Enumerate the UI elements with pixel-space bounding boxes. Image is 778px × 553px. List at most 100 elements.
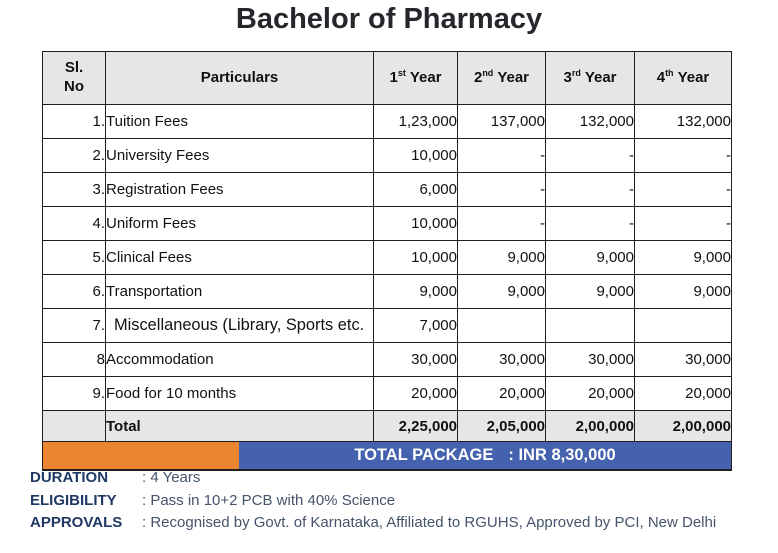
info-row-eligibility: ELIGIBILITY : Pass in 10+2 PCB with 40% S…	[30, 490, 716, 513]
eligibility-label: ELIGIBILITY	[30, 491, 117, 509]
table-row: 8 Accommodation 30,000 30,000 30,000 30,…	[42, 342, 732, 377]
col-header-year3: 3rd Year	[545, 51, 635, 105]
year2-cell: -	[457, 206, 546, 241]
slno-cell: 1.	[42, 104, 106, 139]
year1-cell: 20,000	[373, 376, 458, 411]
info-row-approvals: APPROVALS : Recognised by Govt. of Karnat…	[30, 512, 716, 535]
year1-cell: 10,000	[373, 138, 458, 173]
approvals-label: APPROVALS	[30, 514, 123, 532]
slno-cell: 9.	[42, 376, 106, 411]
slno-cell: 4.	[42, 206, 106, 241]
col-header-year2: 2nd Year	[457, 51, 546, 105]
year3-cell: 9,000	[545, 240, 635, 275]
year1-cell: 6,000	[373, 172, 458, 207]
year2-cell: -	[457, 172, 546, 207]
particulars-cell: Miscellaneous (Library, Sports etc.	[105, 308, 374, 343]
table-row: 4. Uniform Fees 10,000 - - -	[42, 206, 732, 241]
page-title: Bachelor of Pharmacy	[235, 3, 543, 35]
year2-cell: 137,000	[457, 104, 546, 139]
package-banner: TOTAL PACKAGE : INR 8,30,000	[239, 442, 731, 469]
total-package-row: TOTAL PACKAGE : INR 8,30,000	[42, 441, 732, 471]
total-year2-cell: 2,05,000	[457, 410, 546, 442]
year4-cell: -	[634, 138, 732, 173]
year1-cell: 1,23,000	[373, 104, 458, 139]
year2-number: 2	[473, 69, 483, 87]
total-year3-cell: 2,00,000	[545, 410, 635, 442]
year3-number: 3	[563, 69, 572, 87]
course-info: DURATION : 4 Years ELIGIBILITY : Pass in 1…	[30, 467, 716, 535]
year1-word: Year	[409, 69, 442, 87]
year2-cell: -	[457, 138, 546, 173]
year1-cell: 9,000	[373, 274, 458, 309]
year1-cell: 10,000	[373, 206, 458, 241]
package-label: TOTAL PACKAGE	[354, 446, 494, 464]
year2-cell	[457, 308, 546, 343]
year2-word: Year	[497, 69, 530, 87]
year1-number: 1	[389, 69, 398, 87]
year3-cell: -	[545, 172, 635, 207]
col-header-slno-line2: No	[64, 78, 84, 95]
col-header-year1: 1st Year	[373, 51, 458, 105]
particulars-cell: Registration Fees	[105, 172, 374, 207]
slno-cell: 5.	[42, 240, 106, 275]
total-package-cell: TOTAL PACKAGE : INR 8,30,000	[42, 441, 732, 471]
year3-ordinal-suffix: rd	[571, 68, 581, 79]
year3-word: Year	[584, 69, 617, 87]
year4-cell: 9,000	[634, 240, 732, 275]
slno-cell: 3.	[42, 172, 106, 207]
year3-cell: -	[545, 138, 635, 173]
year4-cell: 20,000	[634, 376, 732, 411]
eligibility-value: : Pass in 10+2 PCB with 40% Science	[142, 491, 396, 509]
year4-cell: -	[634, 172, 732, 207]
year1-ordinal-suffix: st	[397, 68, 406, 79]
year4-cell: 9,000	[634, 274, 732, 309]
particulars-cell: Accommodation	[105, 342, 374, 377]
year3-cell: 9,000	[545, 274, 635, 309]
slno-cell: 7.	[42, 308, 106, 343]
particulars-cell: University Fees	[105, 138, 374, 173]
particulars-cell: Uniform Fees	[105, 206, 374, 241]
table-row: 9. Food for 10 months 20,000 20,000 20,0…	[42, 376, 732, 411]
year2-cell: 9,000	[457, 240, 546, 275]
year4-cell: 132,000	[634, 104, 732, 139]
year2-cell: 9,000	[457, 274, 546, 309]
col-header-particulars: Particulars	[105, 51, 374, 105]
table-row: 6. Transportation 9,000 9,000 9,000 9,00…	[42, 274, 732, 309]
slno-cell: 2.	[42, 138, 106, 173]
particulars-cell: Transportation	[105, 274, 374, 309]
year4-cell: -	[634, 206, 732, 241]
package-value: : INR 8,30,000	[508, 446, 616, 464]
total-package-bar: TOTAL PACKAGE : INR 8,30,000	[43, 442, 731, 469]
table-header-row: Sl. No Particulars 1st Year 2nd Year 3rd Ye…	[42, 51, 732, 105]
col-header-slno: Sl. No	[42, 51, 106, 105]
year3-cell: 20,000	[545, 376, 635, 411]
total-slno-cell	[42, 410, 106, 442]
col-header-year4: 4th Year	[634, 51, 732, 105]
slno-cell: 6.	[42, 274, 106, 309]
particulars-cell: Food for 10 months	[105, 376, 374, 411]
total-label-cell: Total	[105, 410, 374, 442]
particulars-cell: Clinical Fees	[105, 240, 374, 275]
table-row: 2. University Fees 10,000 - - -	[42, 138, 732, 173]
year4-word: Year	[677, 69, 710, 87]
approvals-value: : Recognised by Govt. of Karnataka, Affi…	[142, 514, 717, 532]
total-row: Total 2,25,000 2,05,000 2,00,000 2,00,00…	[42, 410, 732, 442]
year1-cell: 10,000	[373, 240, 458, 275]
year2-ordinal-suffix: nd	[482, 68, 494, 79]
year4-cell	[634, 308, 732, 343]
year1-cell: 7,000	[373, 308, 458, 343]
year4-cell: 30,000	[634, 342, 732, 377]
duration-value: : 4 Years	[142, 469, 201, 486]
duration-label: DURATION	[30, 469, 109, 486]
year4-ordinal-suffix: th	[665, 68, 674, 79]
total-year4-cell: 2,00,000	[634, 410, 732, 442]
year3-cell: 30,000	[545, 342, 635, 377]
particulars-cell: Tuition Fees	[105, 104, 374, 139]
info-row-duration: DURATION : 4 Years	[30, 467, 716, 490]
col-header-slno-line1: Sl.	[64, 59, 84, 77]
year2-cell: 30,000	[457, 342, 546, 377]
slno-cell: 8	[42, 342, 106, 377]
year1-cell: 30,000	[373, 342, 458, 377]
fee-table: Sl. No Particulars 1st Year 2nd Year 3rd Ye…	[42, 51, 732, 471]
year2-cell: 20,000	[457, 376, 546, 411]
